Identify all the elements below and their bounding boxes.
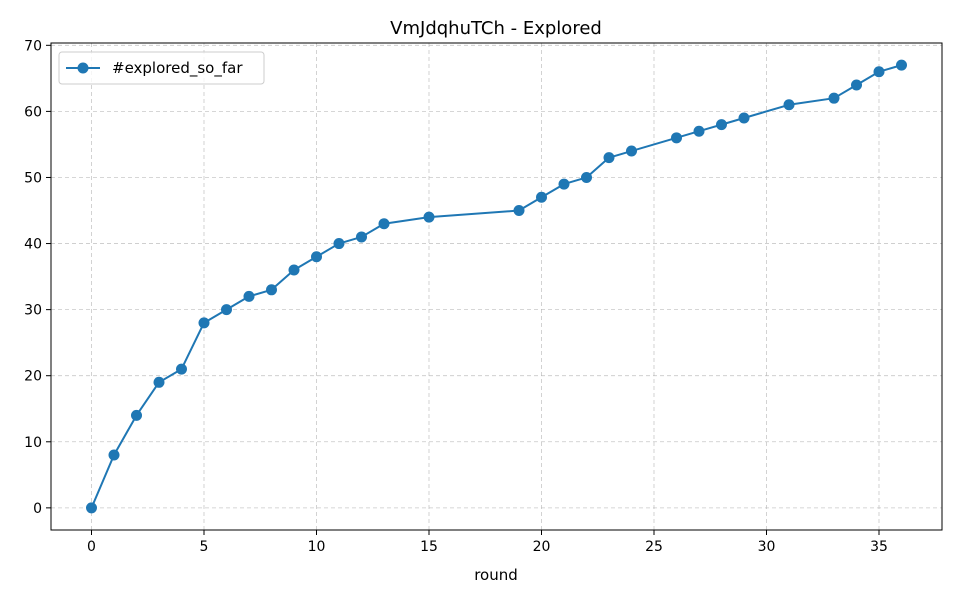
y-tick-label: 60 (24, 104, 42, 120)
x-tick-label: 25 (645, 539, 663, 555)
data-point (513, 205, 525, 217)
data-point (266, 284, 277, 296)
grid-lines (51, 43, 942, 530)
data-point (716, 119, 727, 131)
data-point (423, 211, 435, 223)
data-point (108, 449, 120, 461)
data-point (378, 218, 390, 230)
data-point (896, 59, 907, 71)
data-point (221, 304, 232, 316)
x-tick-label: 15 (420, 539, 438, 555)
plot-frame (50, 42, 943, 531)
data-point (581, 171, 592, 183)
data-point (288, 264, 300, 276)
legend-series-marker (77, 62, 89, 74)
data-point (131, 409, 142, 421)
x-axis-label: round (474, 566, 518, 584)
series-layer (86, 59, 907, 514)
data-point (243, 290, 255, 302)
data-point (626, 145, 637, 157)
y-tick-label: 0 (33, 501, 42, 517)
y-tick-label: 30 (24, 303, 42, 319)
data-point (356, 231, 367, 243)
data-point (851, 79, 862, 91)
x-tick-label: 35 (870, 539, 888, 555)
chart-title: VmJdqhuTCh - Explored (390, 18, 602, 39)
data-point (828, 92, 840, 104)
data-point (738, 112, 750, 124)
x-tick-label: 0 (87, 539, 96, 555)
y-tick-label: 20 (24, 369, 42, 385)
data-point (86, 502, 97, 514)
data-point (176, 363, 187, 375)
data-point (558, 178, 570, 190)
data-point (536, 191, 547, 203)
series-line (90, 64, 902, 509)
y-tick-label: 50 (24, 170, 42, 186)
data-point (873, 66, 885, 78)
data-point (311, 251, 322, 263)
legend-series-label: #explored_so_far (112, 59, 243, 78)
data-point (783, 99, 795, 111)
y-tick-label: 70 (24, 38, 42, 54)
data-point (333, 238, 345, 250)
data-point (153, 376, 165, 388)
legend-box (58, 51, 265, 85)
data-point (671, 132, 682, 144)
x-tick-label: 30 (758, 539, 776, 555)
legend: #explored_so_far (58, 51, 265, 85)
axes: 0 5 10 15 20 25 30 35 0 10 20 30 40 50 60 70 (24, 38, 888, 555)
y-tick-label: 40 (24, 237, 42, 253)
data-point (198, 317, 210, 329)
data-point (603, 152, 615, 164)
x-tick-label: 20 (533, 539, 551, 555)
x-tick-label: 10 (308, 539, 326, 555)
y-tick-label: 10 (24, 435, 42, 451)
x-tick-label: 5 (200, 539, 209, 555)
data-point (693, 125, 705, 137)
